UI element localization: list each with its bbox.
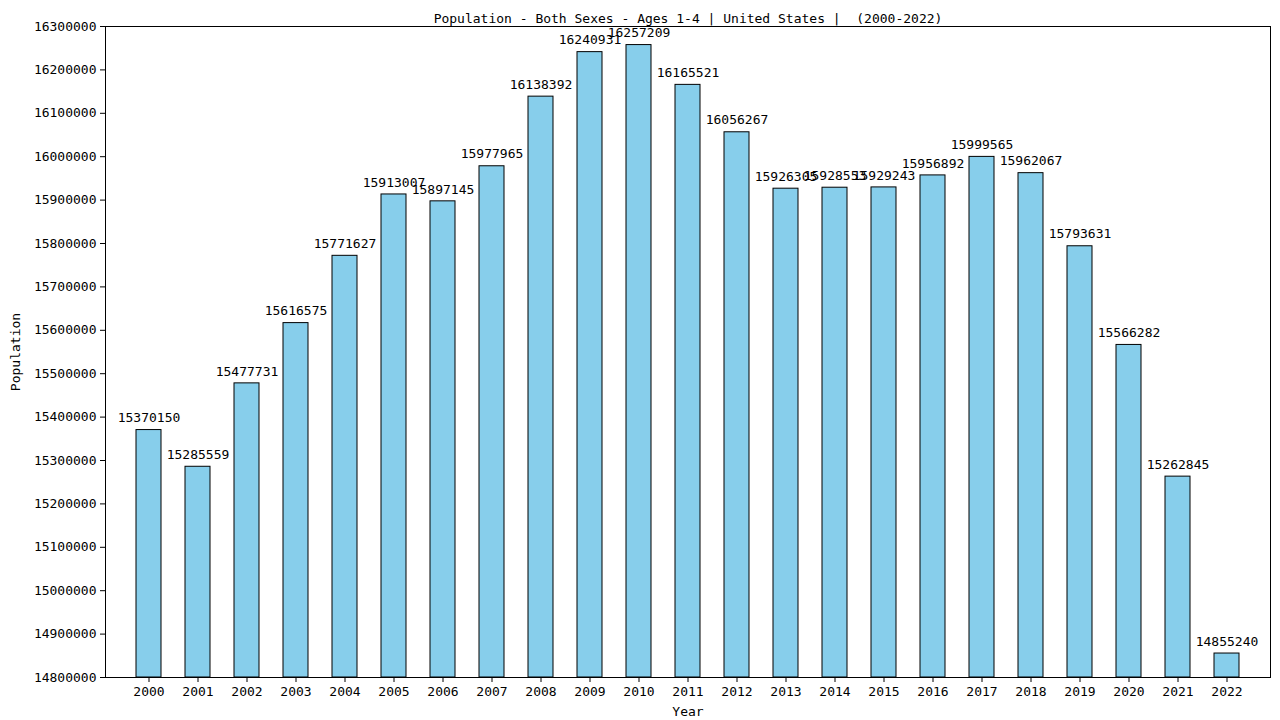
svg-text:2004: 2004 — [329, 684, 360, 699]
svg-text:14900000: 14900000 — [34, 626, 97, 641]
svg-text:16200000: 16200000 — [34, 62, 97, 77]
svg-text:15962067: 15962067 — [1000, 153, 1063, 168]
svg-text:15771627: 15771627 — [314, 236, 377, 251]
svg-text:15928553: 15928553 — [803, 167, 867, 183]
svg-text:2010: 2010 — [623, 684, 654, 699]
svg-text:15000000: 15000000 — [34, 583, 97, 598]
svg-text:2022: 2022 — [1211, 684, 1242, 699]
svg-text:15800000: 15800000 — [34, 236, 97, 251]
svg-text:15370150: 15370150 — [118, 410, 181, 425]
svg-text:2002: 2002 — [231, 684, 262, 699]
svg-text:15500000: 15500000 — [34, 366, 97, 381]
svg-text:15477731: 15477731 — [216, 364, 279, 379]
svg-text:16138392: 16138392 — [510, 77, 573, 92]
svg-text:2014: 2014 — [819, 684, 850, 699]
svg-text:15793631: 15793631 — [1049, 226, 1112, 241]
svg-text:15600000: 15600000 — [34, 322, 97, 337]
svg-text:2020: 2020 — [1113, 684, 1144, 699]
svg-text:16056267: 16056267 — [706, 112, 769, 127]
svg-text:Year: Year — [672, 704, 703, 719]
svg-text:2003: 2003 — [280, 684, 311, 699]
svg-text:2009: 2009 — [574, 684, 605, 699]
svg-text:15926305: 15926305 — [754, 168, 818, 184]
svg-text:2011: 2011 — [672, 684, 703, 699]
svg-text:16100000: 16100000 — [34, 105, 97, 120]
svg-text:15929243: 15929243 — [852, 167, 916, 183]
svg-text:15700000: 15700000 — [34, 279, 97, 294]
svg-text:16165521: 16165521 — [657, 65, 720, 80]
svg-text:2012: 2012 — [721, 684, 752, 699]
svg-text:2008: 2008 — [525, 684, 556, 699]
svg-text:2007: 2007 — [476, 684, 507, 699]
svg-text:15200000: 15200000 — [34, 496, 97, 511]
svg-text:2021: 2021 — [1162, 684, 1193, 699]
svg-text:Population - Both Sexes - Ages: Population - Both Sexes - Ages 1-4 | Uni… — [434, 11, 943, 26]
svg-text:Population: Population — [8, 313, 23, 391]
svg-text:2018: 2018 — [1015, 684, 1046, 699]
svg-text:14855240: 14855240 — [1196, 634, 1259, 649]
svg-text:15100000: 15100000 — [34, 539, 97, 554]
svg-text:15285559: 15285559 — [167, 447, 230, 462]
svg-text:2001: 2001 — [182, 684, 213, 699]
svg-text:2006: 2006 — [427, 684, 458, 699]
svg-text:16300000: 16300000 — [34, 19, 97, 34]
svg-text:15616575: 15616575 — [265, 303, 328, 318]
svg-text:16257209: 16257209 — [608, 25, 671, 40]
svg-text:15956892: 15956892 — [902, 156, 965, 171]
svg-text:16000000: 16000000 — [34, 149, 97, 164]
svg-text:15999565: 15999565 — [951, 137, 1014, 152]
svg-text:2016: 2016 — [917, 684, 948, 699]
svg-text:15400000: 15400000 — [34, 409, 97, 424]
svg-text:15977965: 15977965 — [461, 146, 524, 161]
svg-text:15897145: 15897145 — [412, 181, 475, 196]
svg-text:16240931: 16240931 — [558, 32, 622, 48]
svg-text:15900000: 15900000 — [34, 192, 97, 207]
svg-text:15566282: 15566282 — [1098, 325, 1161, 340]
svg-text:14800000: 14800000 — [34, 670, 97, 685]
svg-text:2005: 2005 — [378, 684, 409, 699]
svg-text:2013: 2013 — [770, 684, 801, 699]
svg-text:2015: 2015 — [868, 684, 899, 699]
svg-text:15300000: 15300000 — [34, 453, 97, 468]
svg-text:15262845: 15262845 — [1147, 457, 1210, 472]
svg-text:2019: 2019 — [1064, 684, 1095, 699]
svg-text:15913007: 15913007 — [362, 174, 426, 190]
svg-text:2017: 2017 — [966, 684, 997, 699]
svg-text:2000: 2000 — [133, 684, 164, 699]
